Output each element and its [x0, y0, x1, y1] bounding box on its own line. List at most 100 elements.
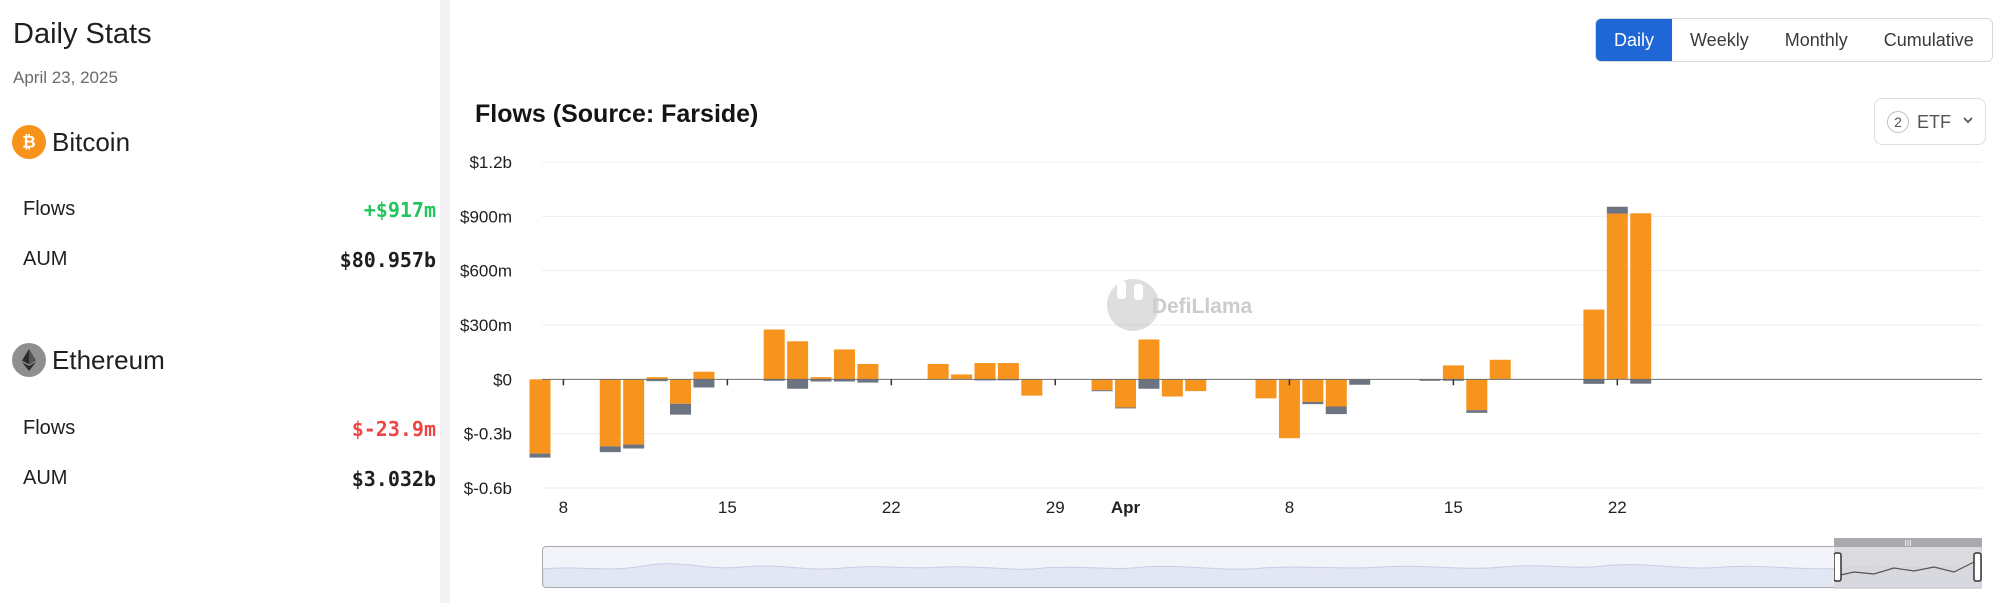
bar-ethereum[interactable]	[1091, 390, 1113, 392]
bar-ethereum[interactable]	[1115, 407, 1136, 409]
bar-ethereum[interactable]	[1606, 206, 1628, 214]
bar-bitcoin[interactable]	[1489, 359, 1511, 380]
etf-select-label: ETF	[1917, 112, 1951, 132]
bar-bitcoin[interactable]	[1583, 309, 1605, 380]
toggle-weekly[interactable]: Weekly	[1672, 19, 1767, 61]
ethereum-aum-label: AUM	[23, 467, 68, 489]
x-tick-label: 15	[718, 498, 737, 517]
ethereum-aum-value: $3.032b	[351, 467, 436, 491]
bar-ethereum[interactable]	[1325, 406, 1347, 415]
ethereum-flows-row: Flows $-23.9m	[23, 417, 436, 445]
bar-bitcoin[interactable]	[623, 379, 645, 445]
bar-ethereum[interactable]	[670, 403, 692, 415]
bar-bitcoin[interactable]	[1161, 379, 1183, 397]
bar-bitcoin[interactable]	[1138, 339, 1160, 380]
bar-bitcoin[interactable]	[833, 349, 855, 380]
bar-bitcoin[interactable]	[951, 374, 973, 380]
defillama-watermark: DefiLlama	[1107, 279, 1252, 331]
bitcoin-name: Bitcoin	[52, 127, 131, 157]
bar-bitcoin[interactable]	[787, 341, 809, 380]
bar-ethereum[interactable]	[1419, 379, 1441, 381]
bar-ethereum[interactable]	[857, 379, 879, 383]
bar-bitcoin[interactable]	[646, 377, 668, 380]
ethereum-flows-value: $-23.9m	[351, 417, 436, 441]
llama-logo-icon	[1107, 279, 1159, 331]
x-tick-label: 22	[882, 498, 901, 517]
x-tick-label: 8	[1285, 498, 1294, 517]
ethereum-section: Ethereum Flows $-23.9m AUM $3.032b	[12, 343, 436, 491]
zoom-brush[interactable]	[542, 546, 1982, 588]
svg-text:III: III	[1904, 539, 1911, 548]
bar-bitcoin[interactable]	[927, 363, 949, 380]
daily-stats-panel: Daily Stats April 23, 2025 ₿ Bitcoin Flo…	[0, 0, 440, 603]
brush-left-handle[interactable]	[1834, 552, 1842, 582]
bar-bitcoin[interactable]	[1466, 379, 1488, 411]
daily-stats-title: Daily Stats	[13, 18, 152, 50]
bar-bitcoin[interactable]	[1302, 379, 1324, 402]
bar-bitcoin[interactable]	[1091, 379, 1113, 391]
bar-ethereum[interactable]	[810, 379, 832, 382]
y-tick-label: $1.2b	[469, 153, 512, 172]
bar-ethereum[interactable]	[693, 379, 715, 388]
bar-bitcoin[interactable]	[529, 379, 551, 454]
bar-ethereum[interactable]	[1630, 379, 1652, 384]
bar-ethereum[interactable]	[1138, 379, 1160, 389]
bar-bitcoin[interactable]	[1325, 379, 1347, 407]
toggle-daily[interactable]: Daily	[1596, 19, 1673, 61]
bitcoin-aum-value: $80.957b	[339, 248, 436, 272]
toggle-monthly[interactable]: Monthly	[1766, 19, 1866, 61]
y-tick-label: $-0.3b	[464, 425, 512, 444]
ethereum-name: Ethereum	[52, 345, 165, 375]
bar-bitcoin[interactable]	[974, 363, 996, 380]
x-tick-label: 8	[559, 498, 568, 517]
ethereum-aum-row: AUM $3.032b	[23, 467, 436, 495]
bar-bitcoin[interactable]	[1630, 213, 1652, 380]
bar-bitcoin[interactable]	[857, 363, 879, 380]
ethereum-flows-label: Flows	[23, 417, 76, 439]
x-tick-label: 29	[1046, 498, 1065, 517]
bar-ethereum[interactable]	[599, 446, 621, 453]
bar-bitcoin[interactable]	[670, 379, 692, 404]
bar-bitcoin[interactable]	[763, 329, 785, 380]
bar-ethereum[interactable]	[1583, 379, 1605, 384]
bar-bitcoin[interactable]	[1606, 213, 1628, 380]
toggle-cumulative[interactable]: Cumulative	[1865, 19, 1992, 61]
y-tick-label: $300m	[460, 316, 512, 335]
ethereum-icon	[12, 343, 46, 377]
bitcoin-section: ₿ Bitcoin Flows +$917m AUM $80.957b	[12, 125, 436, 272]
etf-select[interactable]: 2 ETF	[1874, 98, 1986, 145]
bar-ethereum[interactable]	[763, 379, 785, 381]
bitcoin-flows-value: +$917m	[363, 198, 436, 222]
daily-stats-date: April 23, 2025	[13, 68, 118, 87]
bar-ethereum[interactable]	[974, 379, 996, 381]
brush-selection[interactable]: III	[1834, 538, 1982, 590]
bar-ethereum[interactable]	[833, 379, 855, 382]
svg-text:₿: ₿	[22, 133, 35, 152]
bar-ethereum[interactable]	[1302, 401, 1324, 405]
bitcoin-icon: ₿	[12, 125, 46, 159]
brush-preview	[543, 563, 1981, 587]
chevron-down-icon	[1963, 117, 1973, 124]
x-tick-label: Apr	[1111, 498, 1141, 517]
bar-bitcoin[interactable]	[1185, 379, 1207, 392]
bar-ethereum[interactable]	[1466, 410, 1488, 413]
bar-bitcoin[interactable]	[997, 363, 1019, 380]
bar-bitcoin[interactable]	[599, 379, 621, 447]
bar-ethereum[interactable]	[529, 453, 551, 458]
bar-bitcoin[interactable]	[810, 377, 832, 380]
bar-bitcoin[interactable]	[1255, 379, 1277, 399]
bar-ethereum[interactable]	[623, 444, 645, 449]
bar-bitcoin[interactable]	[693, 371, 715, 380]
y-tick-label: $600m	[460, 262, 512, 281]
bar-bitcoin[interactable]	[1115, 379, 1136, 408]
flows-chart: $1.2b $900m $600m $300m $0 $-0.3b $-0.6b DefiL…	[460, 153, 1982, 517]
brush-right-handle[interactable]	[1973, 552, 1982, 582]
bar-bitcoin[interactable]	[1442, 365, 1464, 380]
bar-bitcoin[interactable]	[1021, 379, 1043, 396]
bar-ethereum[interactable]	[1349, 379, 1371, 385]
bar-ethereum[interactable]	[787, 379, 809, 389]
bitcoin-flows-label: Flows	[23, 198, 76, 220]
bar-bitcoin[interactable]	[1278, 379, 1300, 439]
etf-count-badge: 2	[1887, 111, 1909, 133]
bar-ethereum[interactable]	[646, 379, 668, 382]
